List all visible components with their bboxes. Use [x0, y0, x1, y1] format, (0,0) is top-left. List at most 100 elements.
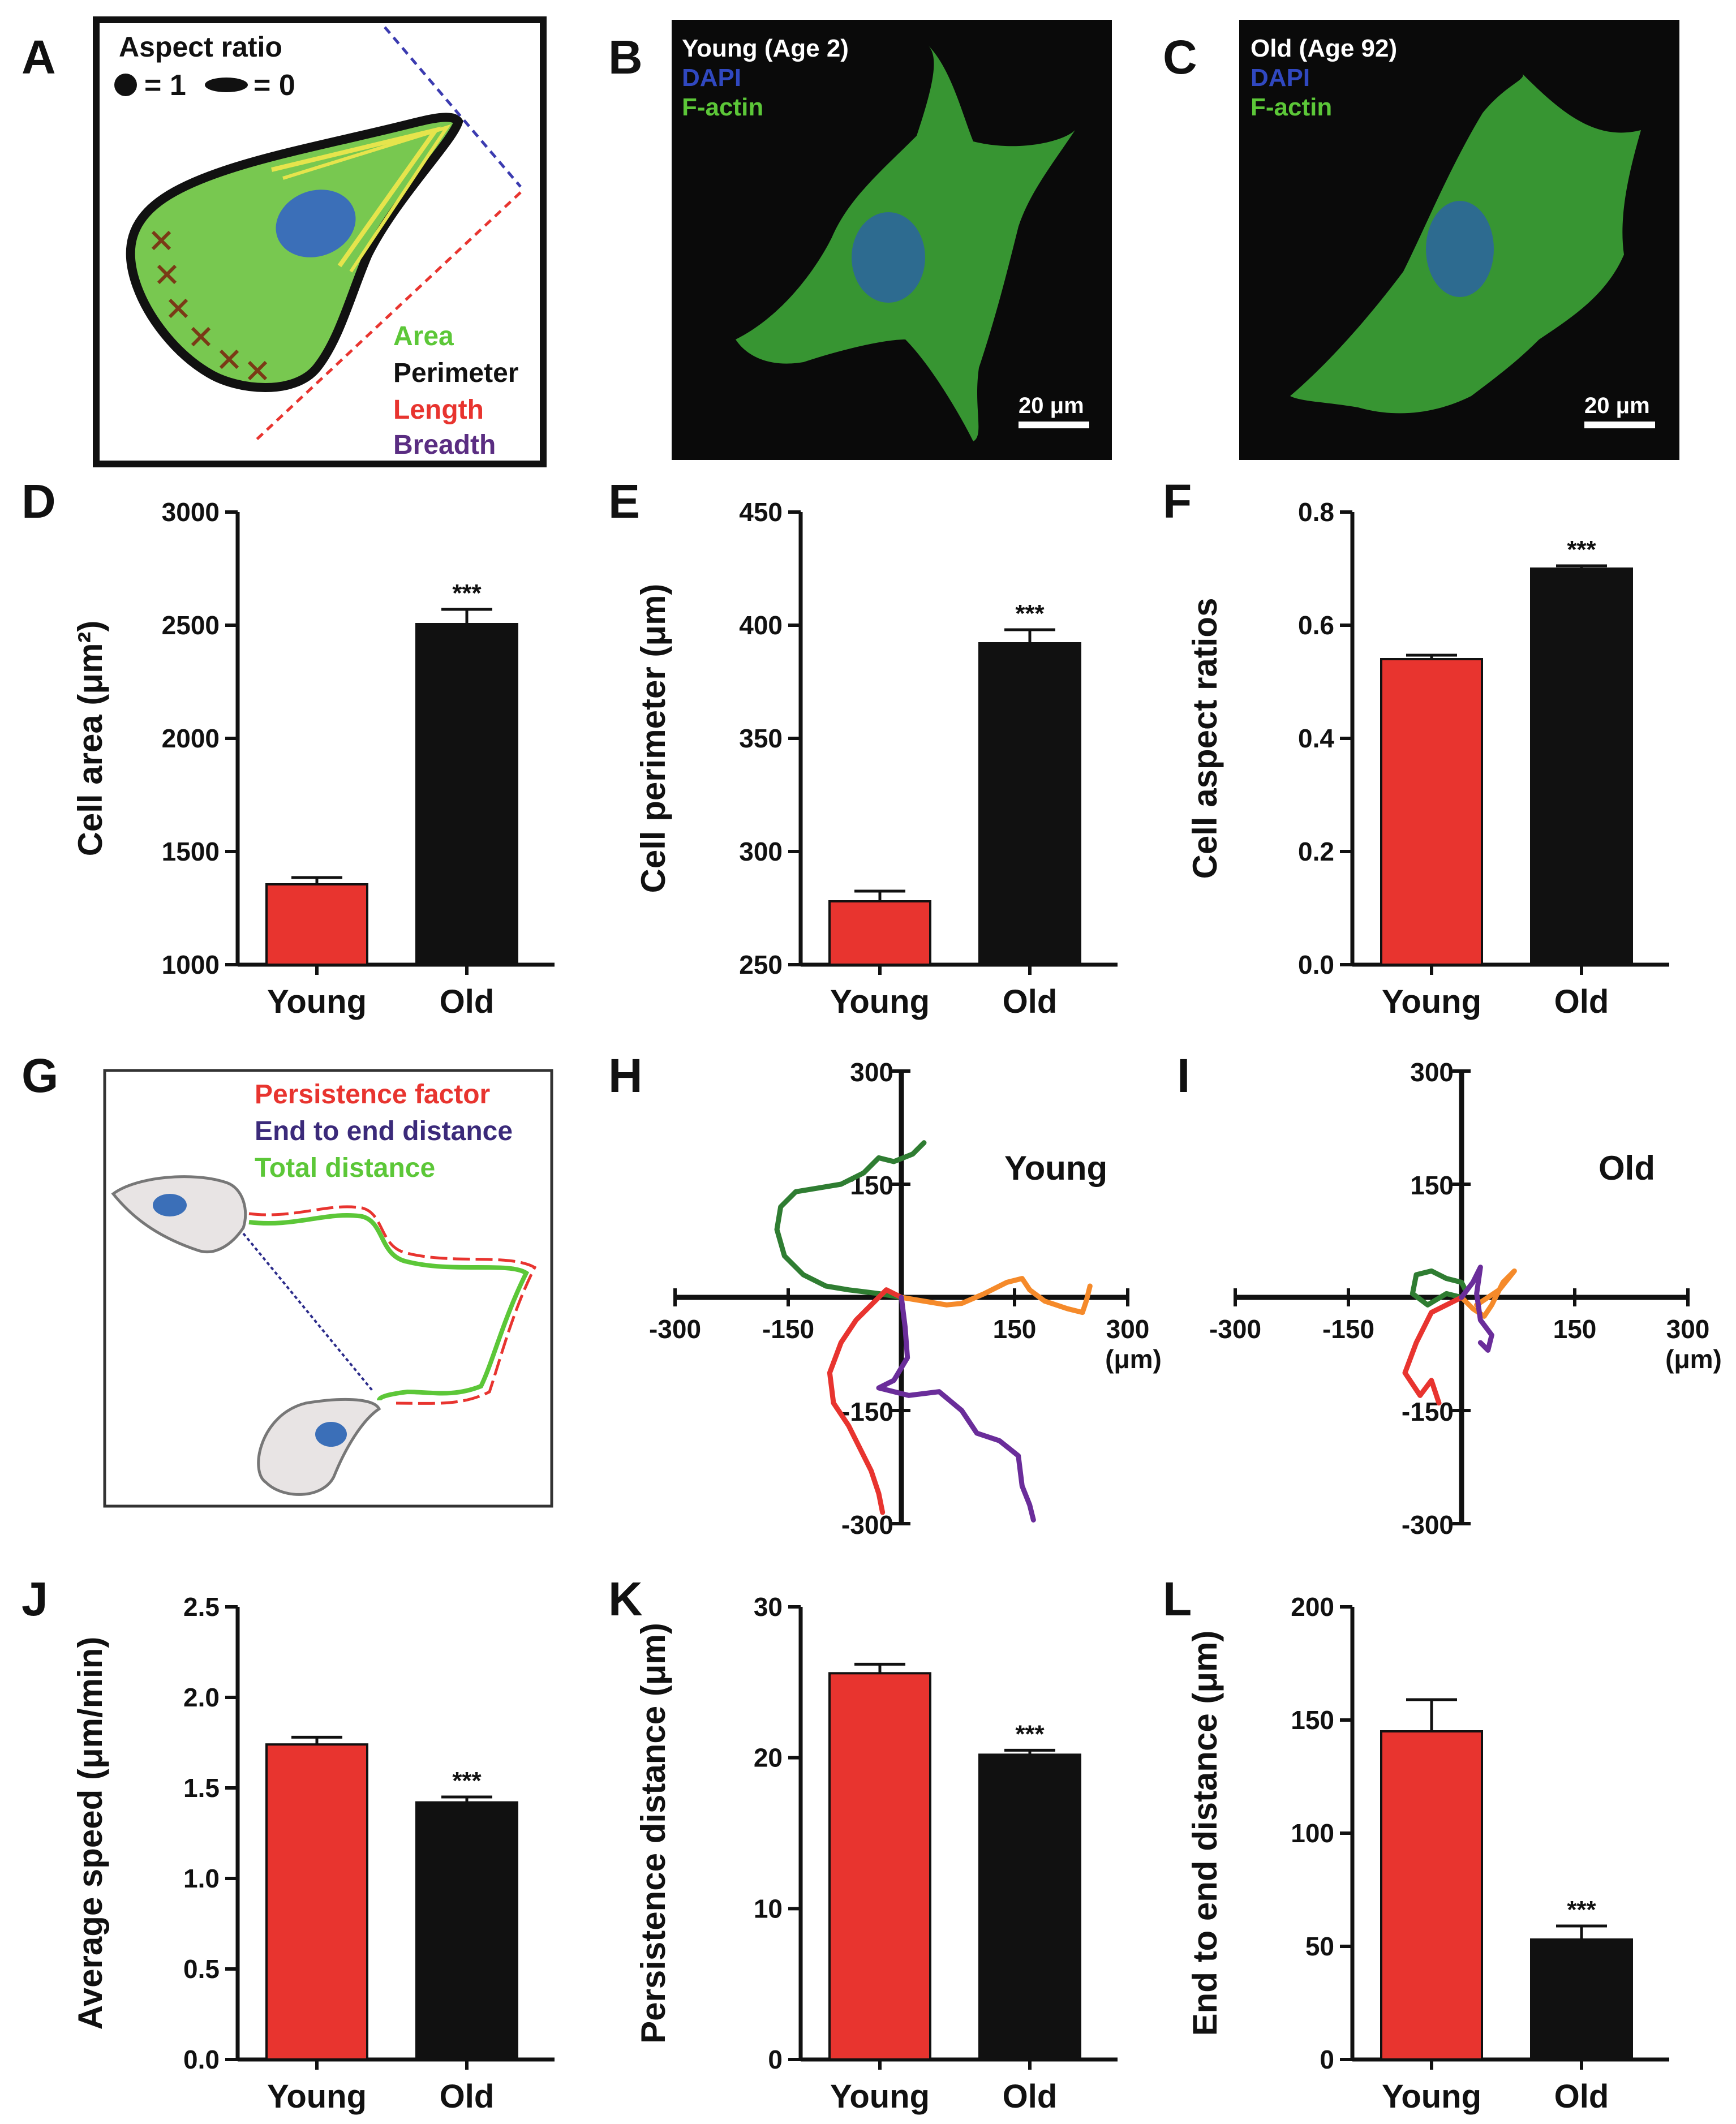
y-tick-label-e: 300	[739, 837, 783, 866]
x-axis-unit-i: (μm)	[1665, 1344, 1722, 1374]
trajectory-i-red	[1402, 1295, 1464, 1406]
young-scale-bar	[1019, 422, 1089, 428]
category-label-d: Old	[440, 983, 495, 1020]
x-tick-label-i: -150	[1322, 1314, 1374, 1344]
label-breadth: Breadth	[393, 430, 496, 460]
y-tick-label-k: 20	[754, 1743, 783, 1773]
bar-l-young	[1380, 1730, 1483, 2061]
start-nucleus	[153, 1194, 187, 1216]
y-tick-label-j: 2.0	[183, 1683, 220, 1712]
category-label-l: Old	[1554, 2078, 1609, 2115]
y-tick-label-d: 1000	[162, 950, 220, 979]
panel-letter-d: D	[22, 475, 56, 528]
bar-j-young	[265, 1743, 368, 2061]
bar-e-young	[828, 900, 931, 966]
x-tick-label-h: 150	[993, 1314, 1037, 1344]
y-tick-label-j: 0.5	[183, 1954, 220, 1984]
panel-a: A Aspect ratio = 1 = 0 Area Perimeter Le…	[22, 16, 547, 467]
y-axis-label-d: Cell area (μm²)	[71, 621, 109, 857]
significance-k: ***	[1015, 1720, 1045, 1748]
legend-total: Total distance	[255, 1153, 435, 1183]
circle-icon	[114, 74, 137, 96]
panel-b: B Young (Age 2) DAPI F-actin 20 μm	[608, 20, 1112, 460]
significance-f: ***	[1567, 536, 1596, 564]
trajectory-h-purple	[876, 1295, 1036, 1523]
y-tick-label-f: 0.6	[1298, 610, 1334, 640]
y-tick-label-f: 0.8	[1298, 497, 1334, 527]
old-scale-label: 20 μm	[1584, 393, 1650, 418]
y-tick-label-d: 3000	[162, 497, 220, 527]
old-factin-label: F-actin	[1251, 93, 1332, 121]
legend-end-to-end: End to end distance	[255, 1116, 513, 1146]
panel-letter-k: K	[608, 1572, 643, 1626]
end-cell	[257, 1398, 381, 1496]
young-title: Young (Age 2)	[682, 35, 849, 62]
y-tick-label-d: 2500	[162, 610, 220, 640]
aspect-eq-one: = 1	[144, 69, 186, 102]
trajectory-i-purple	[1459, 1265, 1494, 1353]
y-tick-label-h: -300	[841, 1510, 893, 1540]
x-tick-label-i: 300	[1666, 1314, 1710, 1344]
stress-fiber-2	[282, 124, 452, 273]
old-dapi-label: DAPI	[1251, 64, 1310, 92]
bar-f-old	[1530, 567, 1633, 966]
trajectory-i-green	[1410, 1268, 1468, 1308]
panel-letter-a: A	[22, 31, 56, 84]
y-tick-label-i: -150	[1402, 1397, 1454, 1426]
bar-d-old	[415, 623, 518, 966]
trajectory-h-orange	[899, 1276, 1093, 1315]
category-label-f: Old	[1554, 983, 1609, 1020]
label-length: Length	[393, 395, 484, 425]
category-label-k: Young	[830, 2078, 930, 2115]
young-dapi-label: DAPI	[682, 64, 741, 92]
significance-e: ***	[1015, 600, 1045, 627]
panel-letter-j: J	[22, 1572, 48, 1626]
y-tick-label-h: -150	[841, 1397, 893, 1426]
y-tick-label-e: 250	[739, 950, 783, 979]
bar-k-old	[978, 1753, 1081, 2061]
significance-j: ***	[452, 1767, 482, 1795]
y-axis-label-j: Average speed (μm/min)	[71, 1637, 109, 2030]
x-tick-label-i: 150	[1553, 1314, 1597, 1344]
young-scale-label: 20 μm	[1019, 393, 1084, 418]
y-tick-label-j: 1.0	[183, 1864, 220, 1893]
category-label-j: Old	[440, 2078, 495, 2115]
old-nucleus	[1426, 201, 1494, 297]
trajectory-title-i: Old	[1599, 1149, 1655, 1187]
panel-letter-c: C	[1163, 31, 1197, 84]
significance-l: ***	[1567, 1896, 1596, 1924]
y-tick-label-k: 10	[754, 1894, 783, 1923]
y-tick-label-e: 400	[739, 610, 783, 640]
bar-f-young	[1380, 658, 1483, 966]
young-factin-label: F-actin	[682, 93, 763, 121]
significance-d: ***	[452, 579, 482, 607]
panel-letter-l: L	[1163, 1572, 1192, 1626]
y-tick-label-j: 1.5	[183, 1773, 220, 1803]
y-axis-label-f: Cell aspect ratios	[1186, 598, 1224, 879]
category-label-e: Old	[1003, 983, 1058, 1020]
panel-letter-b: B	[608, 31, 643, 84]
y-tick-label-d: 1500	[162, 837, 220, 866]
y-tick-label-i: 300	[1410, 1057, 1454, 1087]
y-axis-label-e: Cell perimeter (μm)	[634, 584, 672, 893]
x-tick-label-h: 300	[1106, 1314, 1150, 1344]
panel-g-frame	[103, 1069, 553, 1508]
x-tick-label-h: -150	[762, 1314, 814, 1344]
panel-letter-g: G	[22, 1049, 58, 1102]
bar-k-young	[828, 1672, 931, 2061]
y-tick-label-l: 100	[1291, 1818, 1334, 1848]
young-nucleus	[852, 212, 925, 303]
y-tick-label-k: 0	[768, 2045, 783, 2074]
old-scale-bar	[1584, 422, 1655, 428]
x-tick-label-h: -300	[649, 1314, 701, 1344]
y-tick-label-f: 0.2	[1298, 837, 1334, 866]
y-tick-label-l: 200	[1291, 1592, 1334, 1622]
panel-letter-i: I	[1177, 1049, 1190, 1102]
persistence-path	[248, 1205, 537, 1405]
nucleus-shape	[276, 190, 356, 257]
aspect-ratio-title: Aspect ratio	[119, 31, 282, 63]
length-arrow	[253, 191, 522, 442]
y-tick-label-h: 300	[850, 1057, 893, 1087]
trajectory-h-green	[774, 1140, 927, 1300]
